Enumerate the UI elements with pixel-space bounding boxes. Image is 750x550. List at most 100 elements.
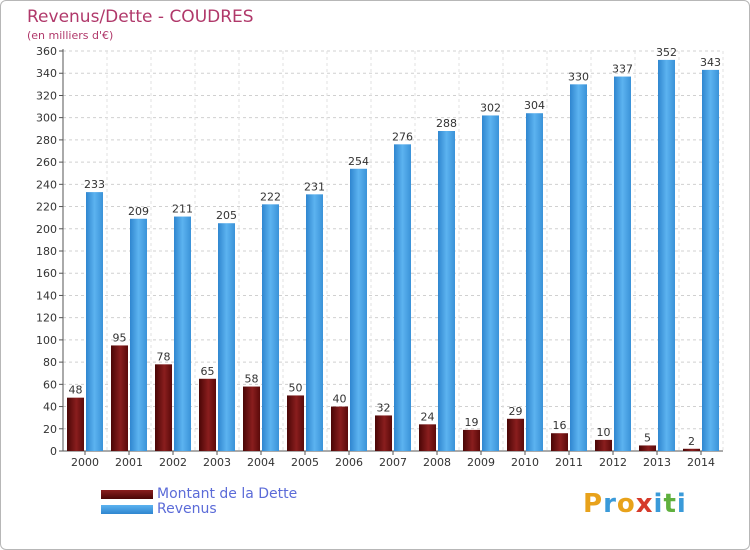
data-label-debt: 32 <box>377 401 391 414</box>
x-tick-label: 2011 <box>555 456 583 469</box>
bar-debt <box>111 345 128 451</box>
y-tick-label: 120 <box>36 312 57 325</box>
data-label-revenue: 352 <box>656 46 677 59</box>
legend-swatch-debt <box>101 490 153 499</box>
x-tick-label: 2012 <box>599 456 627 469</box>
x-tick-label: 2013 <box>643 456 671 469</box>
logo-letter: o <box>616 489 636 519</box>
data-label-revenue: 302 <box>480 101 501 114</box>
x-tick-label: 2008 <box>423 456 451 469</box>
data-label-debt: 95 <box>113 331 127 344</box>
logo-letter: t <box>663 489 677 519</box>
bar-revenue <box>614 76 631 452</box>
y-tick-label: 240 <box>36 178 57 191</box>
data-label-debt: 40 <box>333 393 347 406</box>
legend-label-debt: Montant de la Dette <box>157 486 298 502</box>
bar-debt <box>595 439 612 451</box>
data-label-revenue: 211 <box>172 203 193 216</box>
data-label-revenue: 205 <box>216 209 237 222</box>
bar-debt <box>155 364 172 451</box>
y-tick-label: 180 <box>36 245 57 258</box>
data-label-revenue: 337 <box>612 63 633 76</box>
data-label-revenue: 304 <box>524 99 545 112</box>
bar-revenue <box>394 144 411 452</box>
y-tick-label: 300 <box>36 112 57 125</box>
y-tick-label: 100 <box>36 334 57 347</box>
bar-revenue <box>174 216 191 451</box>
bar-debt <box>199 378 216 451</box>
data-label-debt: 48 <box>69 384 83 397</box>
data-label-debt: 58 <box>245 373 259 386</box>
y-tick-label: 160 <box>36 267 57 280</box>
logo-letter: i <box>653 489 664 519</box>
logo-letter: P <box>583 489 604 519</box>
y-tick-label: 360 <box>36 45 57 58</box>
bar-debt <box>463 429 480 451</box>
y-tick-label: 320 <box>36 89 57 102</box>
bar-debt <box>551 433 568 451</box>
data-label-debt: 5 <box>644 431 651 444</box>
data-label-revenue: 343 <box>700 56 721 69</box>
y-tick-label: 40 <box>43 401 57 414</box>
x-tick-label: 2009 <box>467 456 495 469</box>
y-tick-label: 280 <box>36 134 57 147</box>
y-tick-label: 340 <box>36 67 57 80</box>
bar-debt <box>683 448 700 451</box>
chart-subtitle: (en milliers d'€) <box>27 29 114 42</box>
bar-debt <box>67 397 84 451</box>
chart-title: Revenus/Dette - COUDRES <box>27 7 254 27</box>
x-tick-label: 2014 <box>687 456 715 469</box>
data-label-revenue: 209 <box>128 205 149 218</box>
bar-revenue <box>526 113 543 451</box>
x-tick-label: 2001 <box>115 456 143 469</box>
y-tick-label: 260 <box>36 156 57 169</box>
data-label-revenue: 288 <box>436 117 457 130</box>
y-tick-label: 220 <box>36 201 57 214</box>
bar-debt <box>243 386 260 451</box>
bar-revenue <box>86 192 103 451</box>
data-label-revenue: 254 <box>348 155 369 168</box>
y-tick-label: 0 <box>50 445 57 458</box>
bar-revenue <box>306 194 323 452</box>
y-tick-label: 200 <box>36 223 57 236</box>
x-tick-label: 2005 <box>291 456 319 469</box>
data-label-revenue: 233 <box>84 178 105 191</box>
y-tick-label: 60 <box>43 378 57 391</box>
logo-letter: x <box>635 489 654 519</box>
data-label-debt: 50 <box>289 381 303 394</box>
bar-debt <box>331 406 348 451</box>
data-label-debt: 16 <box>553 419 567 432</box>
data-label-revenue: 231 <box>304 180 325 193</box>
bar-revenue <box>438 131 455 451</box>
data-label-debt: 24 <box>421 410 435 423</box>
bar-debt <box>287 395 304 451</box>
legend-label-revenue: Revenus <box>157 501 217 517</box>
data-label-debt: 29 <box>509 405 523 418</box>
bar-debt <box>419 424 436 451</box>
bar-revenue <box>482 115 499 451</box>
bar-revenue <box>658 59 675 452</box>
data-label-revenue: 222 <box>260 190 281 203</box>
x-tick-label: 2010 <box>511 456 539 469</box>
x-tick-label: 2006 <box>335 456 363 469</box>
bar-debt <box>375 415 392 451</box>
proxiti-logo: Proxiti <box>583 489 687 519</box>
data-label-debt: 65 <box>201 365 215 378</box>
x-tick-label: 2007 <box>379 456 407 469</box>
data-label-revenue: 276 <box>392 130 413 143</box>
data-label-debt: 2 <box>688 435 695 448</box>
bar-revenue <box>218 223 235 451</box>
y-tick-label: 20 <box>43 423 57 436</box>
y-tick-label: 140 <box>36 289 57 302</box>
x-tick-label: 2000 <box>71 456 99 469</box>
logo-letter: r <box>603 489 617 519</box>
bar-debt <box>507 418 524 451</box>
data-label-debt: 19 <box>465 416 479 429</box>
bar-revenue <box>702 69 719 451</box>
bar-debt <box>639 445 656 451</box>
logo-letter: i <box>676 489 687 519</box>
bar-revenue <box>130 218 147 451</box>
y-tick-label: 80 <box>43 356 57 369</box>
